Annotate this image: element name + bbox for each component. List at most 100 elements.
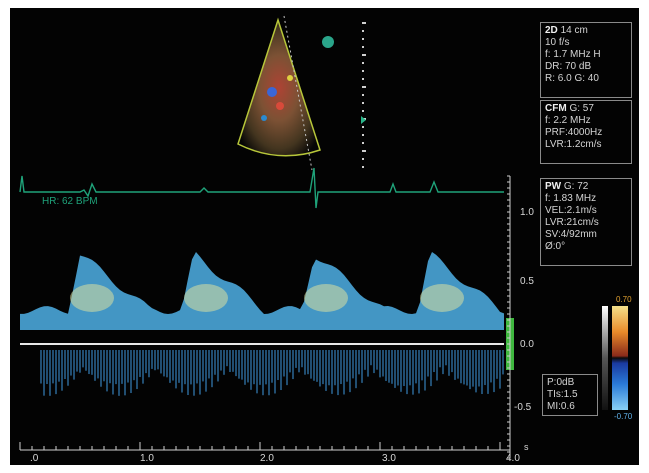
setting-line: SV:4/92mm (545, 229, 597, 240)
reverse-flow-speckle (316, 350, 318, 382)
reverse-flow-speckle (106, 350, 108, 392)
reverse-flow-speckle (382, 350, 384, 377)
depth-value: 14 cm (560, 25, 588, 36)
reverse-flow-speckle (214, 350, 216, 375)
reverse-flow-speckle (166, 350, 168, 378)
setting-line: DR: 70 dB (545, 61, 592, 72)
depth-dot (362, 30, 364, 32)
reverse-flow-speckle (211, 350, 213, 388)
settings-power-panel: P:0dB TIs:1.5 MI:0.6 (542, 374, 598, 416)
reverse-flow-speckle (163, 350, 165, 377)
reverse-flow-speckle (451, 350, 453, 373)
reverse-flow-speckle (367, 350, 369, 377)
setting-line: PRF:4000Hz (545, 127, 603, 138)
reverse-flow-speckle (271, 350, 273, 383)
reverse-flow-speckle (217, 350, 219, 382)
time-tick-label: 4.0 (506, 453, 520, 464)
depth-scale (361, 22, 366, 168)
reverse-flow-speckle (325, 350, 327, 391)
depth-dot (362, 62, 364, 64)
depth-dot (362, 150, 366, 152)
reverse-flow-speckle (223, 350, 225, 375)
reverse-flow-speckle (409, 350, 411, 386)
reverse-flow-speckle (457, 350, 459, 379)
reverse-flow-speckle (235, 350, 237, 377)
reverse-flow-speckle (388, 350, 390, 383)
setting-line: f: 2.2 MHz (545, 115, 591, 126)
pw-gain-value: G: 72 (563, 181, 589, 192)
reverse-flow-speckle (100, 350, 102, 387)
reverse-flow-speckle (331, 350, 333, 394)
reverse-flow-speckle (145, 350, 147, 374)
reverse-flow-speckle (349, 350, 351, 393)
reverse-flow-speckle (391, 350, 393, 384)
reverse-flow-speckle (118, 350, 120, 396)
reverse-flow-speckle (91, 350, 93, 375)
reverse-flow-speckle (193, 350, 195, 396)
reverse-flow-speckle (355, 350, 357, 389)
time-tick-label: .0 (30, 453, 39, 464)
reverse-flow-speckle (454, 350, 456, 380)
reverse-flow-speckle (55, 350, 57, 395)
reverse-flow-speckle (238, 350, 240, 379)
reverse-flow-speckle (484, 350, 486, 386)
reverse-flow-speckle (112, 350, 114, 395)
reverse-flow-speckle (394, 350, 396, 388)
reverse-flow-speckle (196, 350, 198, 384)
reverse-flow-speckle (241, 350, 243, 380)
reverse-flow-speckle (319, 350, 321, 387)
depth-dot (362, 166, 364, 168)
spectral-doppler-trace (19, 175, 514, 459)
depth-dot (362, 134, 364, 136)
reverse-flow-speckle (433, 350, 435, 373)
reverse-flow-speckle (103, 350, 105, 382)
setting-line: R: 6.0 G: 40 (545, 73, 599, 84)
reverse-flow-speckle (295, 350, 297, 368)
reverse-flow-speckle (142, 350, 144, 384)
reverse-flow-speckle (202, 350, 204, 382)
reverse-flow-speckle (40, 350, 42, 384)
depth-dot (362, 38, 364, 40)
settings-cfm-panel: CFM G: 57 f: 2.2 MHz PRF:4000Hz LVR:1.2c… (540, 100, 632, 164)
reverse-flow-speckle (253, 350, 255, 385)
reverse-flow-speckle (298, 350, 300, 373)
reverse-flow-speckle (148, 350, 150, 378)
reverse-flow-speckle (247, 350, 249, 383)
reverse-flow-speckle (499, 350, 501, 389)
mode-pw-key: PW (545, 181, 562, 192)
reverse-flow-speckle (415, 350, 417, 384)
mode-cfm-key: CFM (545, 103, 567, 114)
reverse-flow-speckle (58, 350, 60, 382)
setting-line: VEL:2.1m/s (545, 205, 597, 216)
reverse-flow-speckle (190, 350, 192, 385)
reverse-flow-speckle (265, 350, 267, 385)
velocity-tick-label: 1.0 (520, 207, 534, 218)
reverse-flow-speckle (478, 350, 480, 387)
reverse-flow-speckle (412, 350, 414, 395)
time-tick-label: 3.0 (382, 453, 396, 464)
setting-line: P:0dB (547, 377, 575, 388)
reverse-flow-speckle (340, 350, 342, 385)
reverse-flow-speckle (88, 350, 90, 375)
reverse-flow-speckle (307, 350, 309, 375)
reverse-flow-speckle (205, 350, 207, 392)
reverse-flow-speckle (256, 350, 258, 394)
reverse-flow-speckle (439, 350, 441, 368)
reverse-flow-speckle (292, 350, 294, 380)
reverse-flow-speckle (244, 350, 246, 385)
heart-rate-label: HR: 62 BPM (42, 196, 98, 207)
reverse-flow-speckle (334, 350, 336, 386)
reverse-flow-speckle (64, 350, 66, 380)
reverse-flow-speckle (154, 350, 156, 371)
setting-line: LVR:21cm/s (545, 217, 599, 228)
reverse-flow-speckle (127, 350, 129, 383)
reverse-flow-speckle (406, 350, 408, 395)
setting-line: f: 1.83 MHz (545, 193, 597, 204)
reverse-flow-speckle (124, 350, 126, 396)
forward-flow-envelope (20, 252, 504, 330)
reverse-flow-speckle (463, 350, 465, 385)
setting-line: LVR:1.2cm/s (545, 139, 602, 150)
depth-dot (362, 70, 364, 72)
reverse-flow-speckle (397, 350, 399, 386)
reverse-flow-speckle (187, 350, 189, 396)
